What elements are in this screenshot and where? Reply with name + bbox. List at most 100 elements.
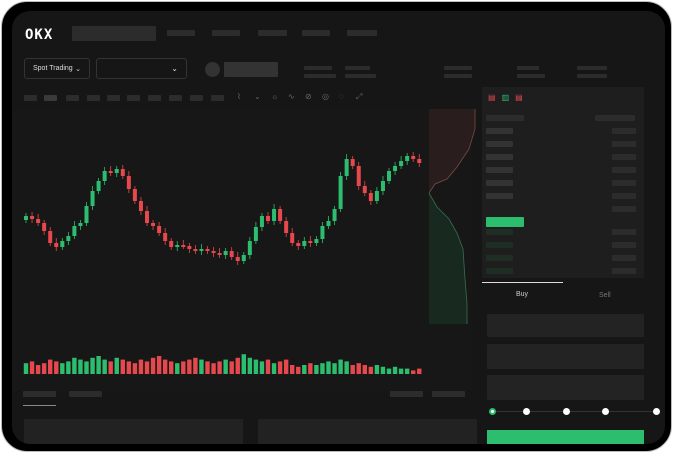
ask-price [486, 128, 513, 134]
okx-logo: OKX [25, 27, 54, 43]
candle [175, 245, 180, 247]
candle [42, 223, 47, 231]
volume-bar [326, 361, 331, 374]
candle [145, 211, 149, 223]
ask-size [612, 180, 636, 186]
timeframe-button [211, 95, 224, 101]
bid-price [486, 229, 513, 235]
timeframe-button [66, 95, 79, 101]
volume-bar [35, 365, 41, 374]
total-input[interactable] [487, 375, 644, 400]
both-sides-icon[interactable]: ▤ [488, 93, 496, 102]
timeframe-button [169, 95, 182, 101]
candle [96, 181, 101, 191]
volume-bar [162, 359, 168, 374]
ticker-stat [577, 74, 607, 78]
candle [259, 216, 264, 227]
nav-item[interactable] [302, 30, 330, 36]
bid-price [486, 242, 513, 248]
volume-bar [217, 361, 222, 374]
volume-bar [283, 359, 289, 374]
candle [368, 193, 373, 201]
volume-bar [404, 368, 410, 374]
circle-icon[interactable]: ◎ [322, 92, 329, 101]
volume-bar [205, 361, 210, 374]
slider-stop-25[interactable] [523, 408, 530, 415]
candle [241, 255, 246, 261]
candle [411, 156, 416, 159]
ask-size [612, 206, 636, 212]
line-icon[interactable]: ∿ [288, 92, 295, 101]
settings-icon[interactable]: ☼ [271, 92, 279, 101]
expand-icon[interactable]: ⤢ [356, 92, 363, 101]
nav-item[interactable] [347, 30, 377, 36]
price-input[interactable] [487, 314, 644, 337]
slider-stop-100[interactable] [653, 408, 660, 415]
ask-price [486, 180, 513, 186]
filter-button[interactable] [390, 391, 423, 397]
candle [405, 156, 410, 161]
volume-bar [296, 366, 301, 374]
candle [253, 227, 258, 241]
filter-button[interactable] [432, 391, 465, 397]
candle [126, 176, 131, 189]
bids-only-icon[interactable]: ▥ [501, 93, 510, 102]
volume-bar [247, 357, 253, 374]
ticker-stat [444, 74, 472, 78]
candle [72, 226, 77, 236]
nav-item[interactable] [212, 30, 240, 36]
chevron-down-icon: ⌄ [75, 65, 81, 73]
last-price [486, 217, 524, 227]
slider-stop-50[interactable] [563, 408, 570, 415]
tab-sell[interactable]: Sell [599, 292, 611, 299]
volume-bar [78, 359, 83, 374]
volume-bar [277, 361, 283, 374]
candle [102, 171, 107, 181]
indicator-icon[interactable]: ⌄ [254, 92, 261, 101]
market-type-label: Spot Trading [33, 65, 73, 72]
candle [272, 209, 277, 221]
volume-bar [54, 361, 59, 374]
volume-bar [356, 363, 361, 374]
volume-bar [132, 363, 138, 374]
indicator-icon[interactable]: ⌇ [237, 92, 241, 101]
timeframe-button [148, 95, 161, 101]
search-bar[interactable] [72, 26, 156, 41]
candlestick-chart[interactable] [12, 109, 432, 391]
amount-slider[interactable] [489, 408, 660, 415]
assets-panel [258, 419, 477, 444]
volume-bar [169, 361, 174, 374]
pen-icon[interactable]: ⊘ [305, 92, 312, 101]
volume-bar [350, 365, 355, 374]
depth-chart [428, 109, 476, 324]
nav-item[interactable] [167, 30, 195, 36]
candle [314, 239, 319, 243]
volume-bar [338, 359, 343, 374]
slider-stop-75[interactable] [602, 408, 609, 415]
volume-bar [241, 354, 246, 374]
slider-handle[interactable] [489, 408, 496, 415]
candle [30, 216, 35, 219]
candle [120, 169, 125, 176]
tab-open-orders[interactable] [23, 391, 56, 397]
volume-bar [102, 359, 107, 374]
candle [114, 169, 119, 173]
candle [278, 209, 283, 221]
market-type-select[interactable]: Spot Trading ⌄ [24, 58, 90, 79]
ask-size [612, 128, 636, 134]
candle [66, 236, 71, 241]
candle [393, 166, 398, 171]
asks-only-icon[interactable]: ▤ [515, 93, 523, 102]
volume-bar [290, 365, 295, 374]
amount-input[interactable] [487, 344, 644, 369]
candle [229, 251, 234, 257]
nav-item[interactable] [258, 30, 287, 36]
tab-history[interactable] [69, 391, 102, 397]
volume-bar [320, 363, 325, 374]
volume-bar [302, 365, 307, 374]
pair-select[interactable]: ⌄ [96, 58, 187, 79]
target-icon[interactable]: ◌ [339, 92, 344, 101]
buy-button[interactable] [487, 430, 644, 444]
tab-buy[interactable]: Buy [516, 291, 529, 298]
